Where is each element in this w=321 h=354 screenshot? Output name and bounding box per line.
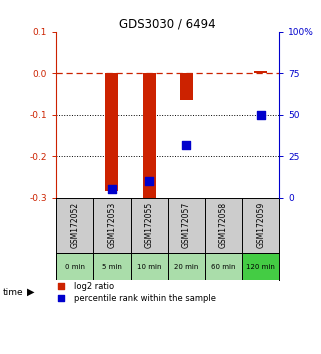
Bar bbox=[254, 71, 267, 73]
Point bbox=[109, 187, 115, 192]
Bar bbox=[180, 73, 193, 100]
Bar bbox=[242, 253, 279, 280]
Bar bbox=[131, 253, 168, 280]
Text: GSM172055: GSM172055 bbox=[145, 202, 154, 249]
Point bbox=[184, 142, 189, 147]
Bar bbox=[143, 73, 156, 200]
Text: GSM172052: GSM172052 bbox=[70, 202, 79, 248]
Text: GSM172059: GSM172059 bbox=[256, 202, 265, 249]
Bar bbox=[168, 253, 205, 280]
Text: 60 min: 60 min bbox=[211, 264, 236, 270]
Point bbox=[58, 284, 63, 289]
Text: 20 min: 20 min bbox=[174, 264, 198, 270]
Text: 10 min: 10 min bbox=[137, 264, 161, 270]
Text: 0 min: 0 min bbox=[65, 264, 85, 270]
Point bbox=[147, 178, 152, 184]
Point bbox=[258, 112, 263, 118]
Text: 5 min: 5 min bbox=[102, 264, 122, 270]
Point bbox=[58, 296, 63, 301]
Bar bbox=[205, 253, 242, 280]
Text: log2 ratio: log2 ratio bbox=[74, 282, 114, 291]
Title: GDS3030 / 6494: GDS3030 / 6494 bbox=[119, 18, 216, 31]
Bar bbox=[56, 253, 93, 280]
Bar bbox=[105, 73, 118, 192]
Text: ▶: ▶ bbox=[27, 287, 35, 297]
Text: GSM172058: GSM172058 bbox=[219, 202, 228, 248]
Text: GSM172057: GSM172057 bbox=[182, 202, 191, 249]
Text: GSM172053: GSM172053 bbox=[108, 202, 117, 249]
Text: 120 min: 120 min bbox=[246, 264, 275, 270]
Bar bbox=[93, 253, 131, 280]
Text: percentile rank within the sample: percentile rank within the sample bbox=[74, 294, 216, 303]
Text: time: time bbox=[3, 287, 24, 297]
